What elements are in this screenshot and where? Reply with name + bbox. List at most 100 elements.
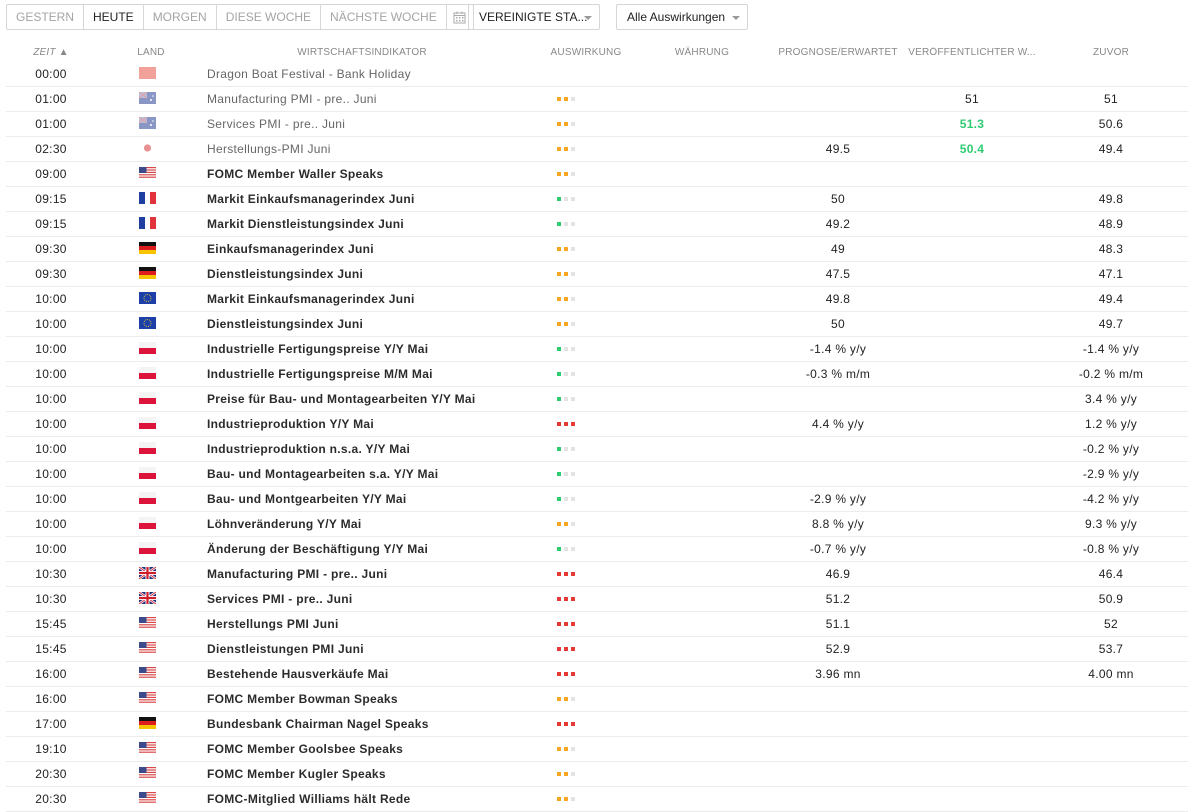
table-row[interactable]: 00:00 Dragon Boat Festival - Bank Holiday (6, 62, 1188, 87)
impact-dot (571, 297, 575, 301)
table-row[interactable]: 10:00 Bau- und Montgearbeiten Y/Y Mai -2.9… (6, 487, 1188, 512)
event-time: 10:00 (35, 492, 67, 506)
event-name[interactable]: Manufacturing PMI - pre.. Juni (207, 567, 388, 581)
impact-indicator (557, 722, 575, 726)
event-name[interactable]: Einkaufsmanagerindex Juni (207, 242, 374, 256)
table-row[interactable]: 02:30 Herstellungs-PMI Juni 49.5 50.4 49.4 (6, 137, 1188, 162)
period-today-button[interactable]: HEUTE (84, 5, 144, 29)
impact-indicator (557, 122, 575, 126)
table-row[interactable]: 10:00 Dienstleistungsindex Juni 50 49.7 (6, 312, 1188, 337)
table-row[interactable]: 17:00 Bundesbank Chairman Nagel Speaks (6, 712, 1188, 737)
event-time: 10:00 (35, 367, 67, 381)
event-time: 20:30 (35, 792, 67, 806)
forecast-value: 50 (831, 192, 845, 206)
period-next-week-button[interactable]: NÄCHSTE WOCHE (321, 5, 447, 29)
period-this-week-button[interactable]: DIESE WOCHE (217, 5, 322, 29)
impact-indicator (557, 172, 575, 176)
event-name[interactable]: Markit Dienstleistungsindex Juni (207, 217, 404, 231)
event-name[interactable]: Services PMI - pre.. Juni (207, 117, 346, 131)
table-row[interactable]: 10:00 Änderung der Beschäftigung Y/Y Mai -… (6, 537, 1188, 562)
impact-dot (557, 797, 561, 801)
event-name[interactable]: FOMC Member Goolsbee Speaks (207, 742, 404, 756)
event-name[interactable]: Markit Einkaufsmanagerindex Juni (207, 292, 415, 306)
table-row[interactable]: 20:30 FOMC Member Kugler Speaks (6, 762, 1188, 787)
event-time: 16:00 (35, 667, 67, 681)
impact-indicator (557, 597, 575, 601)
table-row[interactable]: 10:00 Industrielle Fertigungspreise M/M M… (6, 362, 1188, 387)
event-name[interactable]: FOMC Member Waller Speaks (207, 167, 384, 181)
event-name[interactable]: Industrielle Fertigungspreise M/M Mai (207, 367, 433, 381)
event-name[interactable]: Services PMI - pre.. Juni (207, 592, 353, 606)
event-name[interactable]: Dienstleistungen PMI Juni (207, 642, 364, 656)
event-name[interactable]: Dienstleistungsindex Juni (207, 267, 364, 281)
event-name[interactable]: Industrieproduktion n.s.a. Y/Y Mai (207, 442, 411, 456)
table-row[interactable]: 09:30 Einkaufsmanagerindex Juni 49 48.3 (6, 237, 1188, 262)
impact-dot (571, 672, 575, 676)
table-row[interactable]: 10:00 Industrielle Fertigungspreise Y/Y M… (6, 337, 1188, 362)
table-row[interactable]: 15:45 Herstellungs PMI Juni 51.1 52 (6, 612, 1188, 637)
event-name[interactable]: Bau- und Montgearbeiten Y/Y Mai (207, 492, 407, 506)
table-row[interactable]: 09:15 Markit Dienstleistungsindex Juni 49.… (6, 212, 1188, 237)
event-name[interactable]: Bestehende Hausverkäufe Mai (207, 667, 389, 681)
table-row[interactable]: 10:00 Bau- und Montagearbeiten s.a. Y/Y M… (6, 462, 1188, 487)
event-name[interactable]: FOMC Member Kugler Speaks (207, 767, 386, 781)
previous-value: 53.7 (1098, 642, 1124, 656)
previous-value: 48.9 (1098, 217, 1124, 231)
event-time: 20:30 (35, 767, 67, 781)
impact-filter-dropdown[interactable]: Alle Auswirkungen (616, 4, 748, 30)
table-row[interactable]: 16:00 FOMC Member Bowman Speaks (6, 687, 1188, 712)
previous-value: -2.9 % y/y (1082, 467, 1140, 481)
header-time-sort[interactable]: ZEIT ▲ (33, 47, 69, 58)
toolbar: GESTERN HEUTE MORGEN DIESE WOCHE NÄCHSTE… (6, 4, 474, 30)
table-row[interactable]: 15:45 Dienstleistungen PMI Juni 52.9 53.7 (6, 637, 1188, 662)
event-time: 01:00 (35, 117, 67, 131)
table-row[interactable]: 19:10 FOMC Member Goolsbee Speaks (6, 737, 1188, 762)
event-name[interactable]: FOMC Member Bowman Speaks (207, 692, 398, 706)
impact-dot (564, 522, 568, 526)
event-name[interactable]: Bau- und Montagearbeiten s.a. Y/Y Mai (207, 467, 439, 481)
event-name[interactable]: Löhnveränderung Y/Y Mai (207, 517, 362, 531)
table-row[interactable]: 10:00 Löhnveränderung Y/Y Mai 8.8 % y/y 9.3… (6, 512, 1188, 537)
forecast-value: 4.4 % y/y (811, 417, 865, 431)
actual-value: 50.4 (959, 142, 985, 156)
table-row[interactable]: 09:30 Dienstleistungsindex Juni 47.5 47.1 (6, 262, 1188, 287)
table-row[interactable]: 01:00 Manufacturing PMI - pre.. Juni 51 51 (6, 87, 1188, 112)
table-row[interactable]: 10:30 Manufacturing PMI - pre.. Juni 46.9 4… (6, 562, 1188, 587)
event-name[interactable]: Herstellungs-PMI Juni (207, 142, 331, 156)
event-name[interactable]: FOMC-Mitglied Williams hält Rede (207, 792, 411, 806)
usa-flag-icon (139, 667, 156, 679)
impact-dot (571, 222, 575, 226)
table-row[interactable]: 10:00 Markit Einkaufsmanagerindex Juni 49.… (6, 287, 1188, 312)
event-name[interactable]: Markit Einkaufsmanagerindex Juni (207, 192, 415, 206)
calendar-button[interactable] (447, 5, 473, 29)
country-filter-dropdown[interactable]: VEREINIGTE STA... (468, 4, 600, 30)
table-row[interactable]: 10:30 Services PMI - pre.. Juni 51.2 50.9 (6, 587, 1188, 612)
event-name[interactable]: Industrieproduktion Y/Y Mai (207, 417, 375, 431)
period-yesterday-button[interactable]: GESTERN (7, 5, 85, 29)
event-time: 10:00 (35, 342, 67, 356)
event-name[interactable]: Industrielle Fertigungspreise Y/Y Mai (207, 342, 429, 356)
table-row[interactable]: 16:00 Bestehende Hausverkäufe Mai 3.96 mn 4… (6, 662, 1188, 687)
event-name[interactable]: Preise für Bau- und Montagearbeiten Y/Y … (207, 392, 476, 406)
impact-dot (557, 247, 561, 251)
event-name[interactable]: Änderung der Beschäftigung Y/Y Mai (207, 542, 429, 556)
event-name[interactable]: Bundesbank Chairman Nagel Speaks (207, 717, 429, 731)
table-row[interactable]: 10:00 Industrieproduktion n.s.a. Y/Y Mai -… (6, 437, 1188, 462)
table-row[interactable]: 09:00 FOMC Member Waller Speaks (6, 162, 1188, 187)
event-name[interactable]: Manufacturing PMI - pre.. Juni (207, 92, 377, 106)
poland-flag-icon (139, 442, 156, 454)
impact-dot (557, 622, 561, 626)
event-name[interactable]: Dienstleistungsindex Juni (207, 317, 364, 331)
impact-dot (571, 397, 575, 401)
table-row[interactable]: 09:15 Markit Einkaufsmanagerindex Juni 50 4… (6, 187, 1188, 212)
impact-dot (557, 522, 561, 526)
table-row[interactable]: 10:00 Industrieproduktion Y/Y Mai 4.4 % y/… (6, 412, 1188, 437)
table-row[interactable]: 01:00 Services PMI - pre.. Juni 51.3 50.6 (6, 112, 1188, 137)
event-name[interactable]: Dragon Boat Festival - Bank Holiday (207, 67, 411, 81)
table-row[interactable]: 20:30 FOMC-Mitglied Williams hält Rede (6, 787, 1188, 812)
period-tomorrow-button[interactable]: MORGEN (144, 5, 217, 29)
event-time: 01:00 (35, 92, 67, 106)
table-row[interactable]: 10:00 Preise für Bau- und Montagearbeiten… (6, 387, 1188, 412)
event-name[interactable]: Herstellungs PMI Juni (207, 617, 339, 631)
chevron-down-icon (584, 16, 592, 20)
